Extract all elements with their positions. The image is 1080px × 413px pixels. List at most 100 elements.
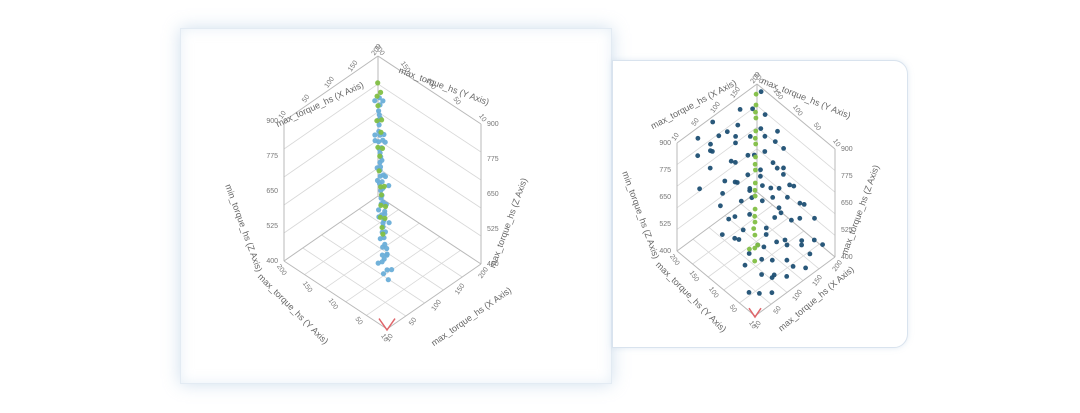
data-point-series-1: [750, 106, 755, 112]
data-point-series-2: [380, 231, 386, 237]
data-point-series-1: [733, 160, 738, 165]
data-point-series-1: [797, 200, 803, 206]
wall-grid-line: [377, 83, 482, 153]
data-point-series-1: [386, 220, 392, 226]
data-point-series-1: [784, 274, 790, 279]
data-point-series-1: [733, 134, 738, 139]
data-point-series-2: [752, 135, 758, 141]
y-tick-label-front: 100: [327, 297, 339, 311]
corner-marker-icon: [748, 307, 762, 319]
data-point-series-1: [789, 217, 794, 223]
axis-edge: [283, 55, 379, 122]
data-point-series-2: [753, 167, 758, 173]
data-point-series-1: [758, 173, 763, 179]
axis-edge: [283, 260, 388, 330]
data-point-series-1: [759, 272, 764, 277]
data-point-series-1: [760, 183, 765, 188]
z-tick-label-right: 525: [841, 227, 853, 234]
data-point-series-1: [791, 183, 797, 189]
data-point-series-1: [790, 264, 796, 269]
data-point-series-2: [752, 161, 758, 167]
axis-edge: [756, 191, 836, 258]
wall-grid-line: [756, 105, 836, 171]
data-point-series-2: [753, 91, 759, 97]
axis-edge: [756, 83, 836, 150]
data-point-series-1: [759, 256, 765, 262]
data-point-series-2: [751, 226, 757, 232]
z-tick-label-right: 900: [841, 146, 853, 153]
x-tick-label-front: 10: [753, 320, 763, 330]
data-points-group: [372, 80, 395, 283]
data-point-series-1: [376, 112, 382, 118]
scatter-3d-chart-left[interactable]: 900 775 650 525 400 900 775 650 525 400 10 50 100 150…: [181, 29, 612, 384]
data-point-series-1: [770, 160, 776, 166]
data-point-series-1: [807, 251, 813, 257]
data-point-series-1: [376, 122, 382, 128]
data-point-series-1: [389, 267, 395, 273]
data-point-series-1: [695, 153, 701, 159]
data-point-series-2: [752, 206, 758, 212]
data-point-series-2: [752, 258, 758, 264]
data-point-series-1: [747, 134, 753, 139]
data-point-series-1: [377, 236, 383, 242]
y-tick-label-front: 150: [301, 280, 313, 294]
data-point-series-1: [722, 178, 728, 184]
x-tick-label-top: 50: [691, 117, 701, 127]
y-tick-label-front: 10: [747, 320, 757, 330]
data-point-series-1: [710, 119, 716, 125]
x-tick-label-front: 100: [792, 289, 804, 303]
z-tick-label: 900: [659, 140, 671, 147]
floor-grid-line: [358, 208, 463, 278]
z-tick-label: 650: [266, 188, 278, 195]
floor-grid-line: [723, 230, 805, 291]
data-point-series-1: [375, 260, 381, 266]
y-tick-label-top: 10: [477, 113, 487, 123]
y-tick-label-front: 50: [353, 316, 363, 326]
y-tick-label-top: 50: [451, 96, 461, 106]
data-point-series-1: [811, 237, 817, 243]
axes-group: [283, 55, 482, 332]
data-point-series-1: [728, 158, 734, 164]
data-point-series-1: [772, 139, 778, 144]
x-tick-label-top: 50: [301, 94, 311, 104]
y-tick-label-top: 50: [812, 122, 822, 132]
data-point-series-1: [707, 165, 713, 171]
data-point-series-1: [762, 149, 768, 154]
data-point-series-1: [778, 210, 784, 216]
data-point-series-1: [770, 195, 776, 200]
wall-grid-line: [756, 126, 836, 193]
y-tick-label-front: 100: [707, 286, 719, 300]
wall-grid-line: [756, 170, 836, 236]
data-point-series-2: [376, 168, 382, 174]
y-tick-label-front: 200: [668, 253, 680, 267]
data-point-series-1: [774, 239, 779, 245]
data-point-series-1: [708, 141, 713, 147]
data-point-series-1: [718, 203, 723, 209]
x-axis-title-front: max_torque_hs (X Axis): [429, 285, 513, 348]
data-point-series-1: [781, 172, 786, 177]
data-point-series-1: [763, 232, 769, 237]
z-tick-label-right: 400: [487, 261, 499, 268]
x-tick-label-top: 10: [671, 132, 681, 142]
data-point-series-1: [782, 237, 788, 243]
data-point-series-1: [384, 252, 390, 258]
scatter-3d-chart-right[interactable]: 900 775 650 525 400 900 775 650 525 400 10 50 100 150…: [613, 61, 908, 348]
data-point-series-1: [746, 251, 752, 256]
data-point-series-2: [377, 214, 383, 220]
data-point-series-1: [768, 185, 774, 191]
chart-card-right: 900 775 650 525 400 900 775 650 525 400 10 50 100 150…: [612, 60, 908, 348]
data-point-series-2: [752, 213, 758, 219]
data-point-series-1: [372, 138, 378, 144]
data-point-series-1: [386, 183, 392, 189]
wall-grid-line: [676, 170, 758, 230]
data-point-series-1: [742, 262, 748, 268]
floor-grid-line: [708, 227, 788, 293]
z-tick-label-right: 650: [487, 191, 499, 198]
z-axis-title: min_torque_hs (Z Axis): [223, 183, 264, 273]
data-point-series-1: [724, 129, 730, 135]
grid-group: [283, 83, 482, 317]
data-point-series-1: [708, 148, 713, 154]
data-point-series-1: [761, 244, 767, 250]
x-tick-label-front: 50: [408, 317, 418, 327]
z-tick-label-right: 775: [487, 156, 499, 163]
